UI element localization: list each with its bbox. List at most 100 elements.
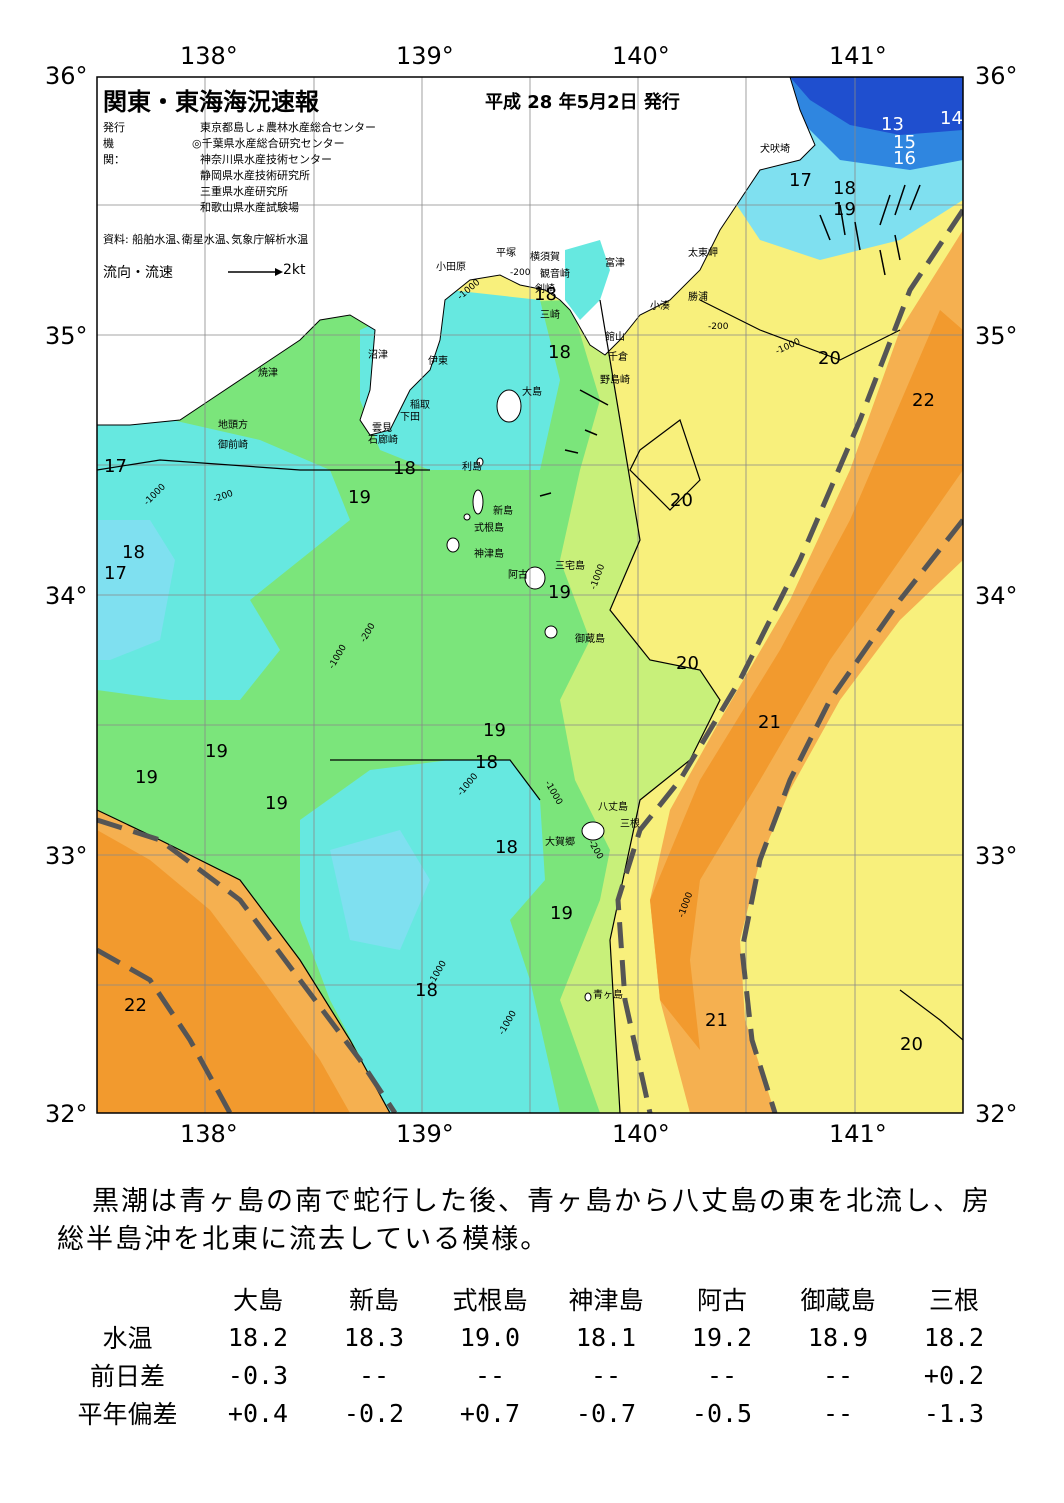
lat-label-33-left: 33° (45, 842, 88, 870)
flow-legend: 流向・流速 2kt (103, 262, 306, 282)
publisher-org: ◎千葉県水産総合研究センター (192, 137, 345, 150)
island-toshima (476, 457, 484, 467)
island-aogashima (584, 992, 592, 1002)
place-name: 青ヶ島 (593, 990, 623, 1001)
table-cell: -0.2 (343, 1398, 405, 1428)
island-mikurajima (544, 625, 558, 639)
table-cell: -- (590, 1360, 622, 1390)
lat-label-32-left: 32° (45, 1100, 88, 1128)
place-name: 地頭方 (218, 420, 248, 431)
zone-13-ne (790, 77, 963, 135)
flow-legend-scale: 2kt (283, 262, 306, 278)
island-shikinejima (463, 513, 471, 521)
table-cell: -- (822, 1360, 854, 1390)
lon-label-141-top: 141° (829, 42, 887, 70)
place-name: 式根島 (474, 523, 504, 534)
table-header-row: 大島 新島 式根島 神津島 阿古 御蔵島 三根 (55, 1280, 1012, 1318)
table-header: 御蔵島 (800, 1286, 876, 1315)
contour-label: 20 (676, 653, 699, 674)
contour-label: 17 (104, 456, 127, 477)
issue-date: 平成 28 年5月2日 発行 (485, 92, 680, 113)
contour-label: 15 (893, 132, 916, 153)
table-cell: 18.2 (923, 1322, 985, 1352)
lat-label-36-left: 36° (45, 62, 88, 90)
table-header: 神津島 (568, 1286, 644, 1315)
depth-label: -200 (708, 322, 729, 332)
flow-legend-arrowhead (275, 268, 283, 276)
table-cell: -- (358, 1360, 390, 1390)
table-cell: 19.2 (691, 1322, 753, 1352)
table-cell: -- (706, 1360, 738, 1390)
contour-label: 19 (483, 720, 506, 741)
place-name: 御前崎 (218, 440, 248, 451)
lat-label-34-right: 34° (975, 582, 1018, 610)
table-row: 前日差 -0.3 -- -- -- -- -- +0.2 (55, 1356, 1012, 1394)
contour-label: 19 (833, 199, 856, 220)
zone-23-sw (97, 830, 350, 1113)
publisher-org: 三重県水産研究所 (200, 185, 288, 198)
place-name: 下田 (400, 412, 420, 423)
contour-label: 19 (550, 903, 573, 924)
lon-label-140-top: 140° (612, 42, 670, 70)
table-header: 阿古 (696, 1286, 747, 1315)
place-name: 阿古 (508, 570, 528, 581)
island-miyakejima (524, 566, 546, 590)
table-corner (55, 1280, 200, 1318)
grid (97, 77, 963, 1113)
sea-temperature-map (96, 76, 964, 1114)
contour-label: 13 (881, 114, 904, 135)
lon-label-140-bottom: 140° (612, 1120, 670, 1148)
contour-label: 19 (135, 767, 158, 788)
contour-label: 16 (893, 148, 916, 169)
table-header: 大島 (232, 1286, 283, 1315)
island-kozushima (446, 537, 460, 553)
contour-label: 18 (548, 342, 571, 363)
data-sources: 資料: 船舶水温､衛星水温､気象庁解析水温 (103, 233, 309, 246)
place-name: 伊東 (428, 356, 448, 367)
island-niijima (472, 489, 484, 515)
contour-label: 19 (548, 582, 571, 603)
map-border (96, 76, 964, 1114)
contour-label: 22 (124, 995, 147, 1016)
row-label: 平年偏差 (77, 1400, 178, 1429)
place-name: 富津 (605, 258, 625, 269)
place-name: 神津島 (474, 549, 504, 560)
lon-label-139-bottom: 139° (396, 1120, 454, 1148)
contour-label: 22 (912, 390, 935, 411)
table-cell: +0.7 (459, 1398, 521, 1428)
lat-label-35-left: 35° (45, 322, 88, 350)
table-cell: 18.1 (575, 1322, 637, 1352)
island-oshima (496, 389, 522, 423)
lat-label-32-right: 32° (975, 1100, 1018, 1128)
place-name: 雲見 (372, 423, 392, 434)
lat-label-34-left: 34° (45, 582, 88, 610)
place-name: 大島 (522, 387, 542, 398)
publisher-org: 静岡県水産技術研究所 (200, 169, 310, 182)
place-name: 館山 (605, 332, 625, 343)
place-name: 利島 (462, 462, 482, 473)
contour-label: 20 (670, 490, 693, 511)
contour-label: 18 (534, 284, 557, 305)
place-name: 八丈島 (598, 802, 628, 813)
table-cell: -0.3 (227, 1360, 289, 1390)
contour-label: 18 (122, 542, 145, 563)
contour-label: 20 (818, 348, 841, 369)
contour-label: 17 (789, 170, 812, 191)
table-cell: -- (474, 1360, 506, 1390)
publisher-org: 東京都島しょ農林水産総合センター (200, 121, 376, 134)
place-name: 剣崎 (535, 284, 555, 295)
place-name: 観音崎 (540, 269, 570, 280)
publisher-label: 発行機関： (103, 121, 125, 166)
island-hachijojima (581, 821, 605, 841)
table-header: 式根島 (452, 1286, 528, 1315)
place-name: 小田原 (436, 262, 466, 273)
place-name: 御蔵島 (575, 634, 605, 645)
contour-label: 20 (900, 1034, 923, 1055)
row-label: 水温 (102, 1324, 153, 1353)
map-title: 関東・東海海況速報 (103, 88, 319, 116)
place-name: 三崎 (540, 310, 560, 321)
place-name: 太東岬 (688, 248, 718, 259)
summary-text: 黒潮は青ヶ島の南で蛇行した後、青ヶ島から八丈島の東を北流し、房総半島沖を北東に流… (57, 1186, 991, 1255)
publisher-org: 和歌山県水産試験場 (200, 201, 299, 214)
contour-label: 19 (205, 741, 228, 762)
